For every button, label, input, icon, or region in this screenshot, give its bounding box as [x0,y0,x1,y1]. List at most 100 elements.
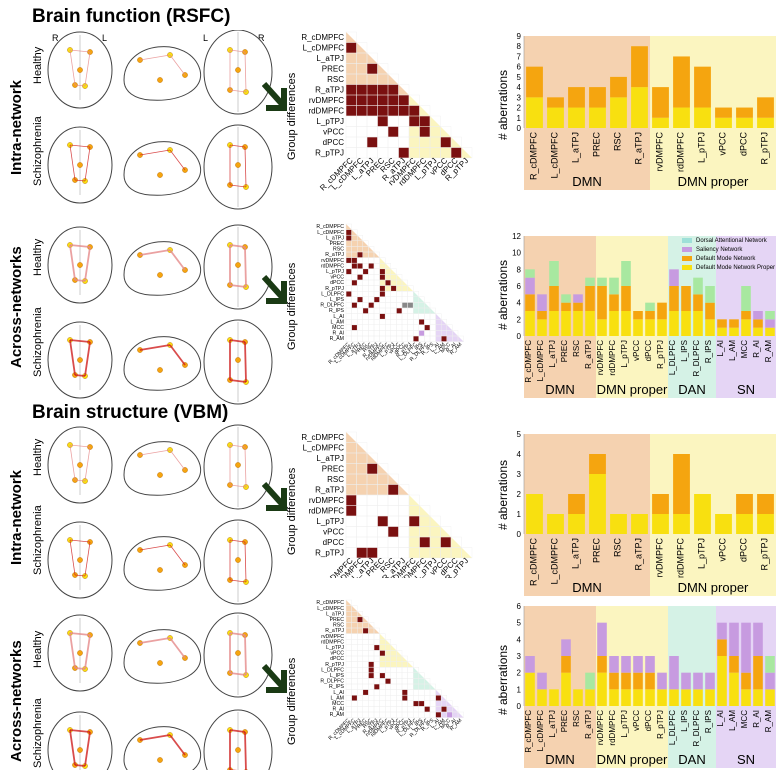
brain-edge [69,632,76,669]
matrix-row-label: RSC [333,247,344,253]
bar-segment [693,277,703,295]
bar-segment [681,689,691,706]
bar-segment [652,87,669,118]
bar-y-tick: 8 [517,265,522,274]
matrix-cell [390,706,397,713]
brain-node [77,462,83,468]
bar-category-label: R_AM [764,710,773,733]
matrix-row-label: R_cDMPFC [301,33,344,42]
bar-segment [526,66,543,98]
brain-edge [229,49,246,53]
bar-segment [537,689,547,706]
brain-edge [139,249,171,256]
arrow-icon-1 [262,82,287,111]
bar-category-label: L_IPS [680,340,689,362]
matrix-cell [398,536,410,548]
brain-sagittal [123,46,202,101]
bar-category-label: PREC [560,710,569,732]
bar-group-label: DMN [545,382,575,397]
bar-y-tick: 3 [517,470,522,479]
bar-chart-vbm-intra: DMN DMN proper 0 1 2 3 4 5 R_cDMPFC L_cDMPFC L_aTP… [517,430,776,596]
matrix-row-label: rvDMPFC [309,496,344,505]
bar-segment [621,261,631,286]
matrix-cell [384,290,391,297]
bar-y-tick: 10 [512,249,521,258]
bar-segment [597,319,607,336]
matrix-cell [424,318,431,325]
bar-segment [633,319,643,336]
matrix-cell [362,290,369,297]
bar-segment [729,319,739,328]
matrix-cell [362,666,369,673]
matrix-cell [368,694,375,701]
bar-y-tick: 6 [517,63,522,72]
brain-edge [74,374,86,377]
brain-node [77,357,83,363]
bar-segment [765,656,775,673]
matrix-cell [351,274,358,281]
bar-category-label: L_DLPFC [668,710,677,745]
matrix-row-label: L_AI [333,314,344,320]
legend-text-dmn: Default Mode Network [696,255,756,262]
brain-edge [84,146,91,182]
bar-segment [585,672,595,690]
matrix-cell [424,313,431,320]
matrix-cell [412,313,419,320]
matrix-cell [356,505,368,517]
brain-edge [84,246,91,282]
matrix-cell [401,290,408,297]
matrix-cell [401,330,408,337]
matrix-cell [345,330,352,337]
matrix-cell [396,296,403,303]
bar-segment [568,87,585,108]
bar-segment [765,311,775,320]
matrix-cell [373,290,380,297]
bar-segment [561,656,571,673]
matrix-cell [390,683,397,690]
matrix-cell [396,335,403,342]
bar-segment [549,689,559,706]
matrix-row-label: L_IPS [330,673,345,679]
bar-category-label: R_DLPFC [692,710,701,747]
bar-segment [765,319,775,328]
bar-segment [765,689,775,706]
bar-segment [645,319,655,336]
section-title-structure: Brain structure (VBM) [32,402,229,423]
group-differences-label-2: Group differences [286,262,298,350]
matrix-mark [357,263,363,269]
matrix-cell [345,263,352,270]
bar-segment [526,97,543,128]
matrix-cell [368,257,375,264]
matrix-cell [368,274,375,281]
matrix-cell [357,257,364,264]
bar-segment [652,494,669,514]
bar-segment [669,689,679,706]
brain-edge [69,729,91,733]
bar-segment [729,622,739,656]
matrix-mark [357,617,363,623]
matrix-cell [396,672,403,679]
brain-node [235,67,241,73]
bar-segment [621,656,631,673]
matrix-cell [384,666,391,673]
brain-edge [244,341,247,383]
brain-node [235,162,241,168]
brain-edge [139,734,171,741]
matrix-cell [398,505,410,517]
bar-segment [561,672,571,706]
bar-segment [681,672,691,690]
bar-category-label: R_cDMPFC [529,132,539,181]
bar-segment [753,311,763,320]
matrix-cell [401,324,408,331]
arrow-icon-4 [262,664,287,693]
bar-chart-vbm-across: DMN DMN proper DAN SN 0 1 2 3 4 5 6 R_cDMPFC L_cDMPF… [517,602,776,768]
matrix-row-label: L_DLPFC [321,667,344,673]
bar-segment [585,311,595,336]
brain-edge [84,541,91,577]
bar-segment [741,622,751,673]
brain-edge [229,729,246,733]
bar-segment [705,302,715,320]
matrix-cell [362,694,369,701]
matrix-cell [362,672,369,679]
